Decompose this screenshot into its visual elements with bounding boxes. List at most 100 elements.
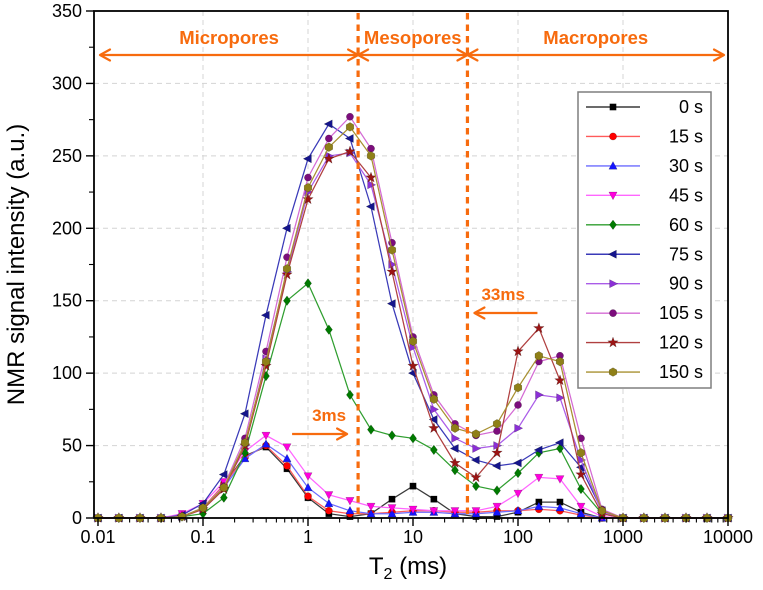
legend-label: 120 s <box>659 333 703 353</box>
hexagon-marker <box>324 142 333 152</box>
circle-marker <box>514 401 522 409</box>
triangle-down-marker <box>345 497 355 506</box>
triangle-left-marker <box>218 470 228 480</box>
star-marker <box>322 152 335 164</box>
triangle-left-marker <box>470 455 480 465</box>
hexagon-marker <box>534 351 543 361</box>
triangle-up-marker <box>513 505 523 515</box>
legend-item-105s: 105 s <box>586 303 703 323</box>
region-macropores: Macropores <box>466 27 726 62</box>
triangle-left-marker <box>512 458 522 468</box>
triangle-up-marker <box>345 505 355 515</box>
hexagon-marker <box>608 367 618 377</box>
star-marker <box>491 446 503 458</box>
axis-ticks <box>86 10 729 526</box>
diamond-marker <box>324 324 333 335</box>
triangle-right-marker <box>535 390 545 400</box>
hexagon-marker <box>429 394 438 404</box>
callout-text: 33ms <box>481 285 524 304</box>
triangle-down-marker <box>429 507 439 516</box>
diamond-marker <box>304 278 312 289</box>
hexagon-marker <box>219 482 228 493</box>
triangle-down-marker <box>282 443 292 452</box>
circle-marker <box>609 132 617 141</box>
legend-item-150s: 150 s <box>586 362 703 382</box>
diamond-marker <box>514 467 522 479</box>
y-tick-label: 150 <box>52 291 82 311</box>
hexagon-marker <box>345 122 355 132</box>
y-axis-title: NMR signal intensity (a.u.) <box>3 124 30 405</box>
star-marker <box>281 268 293 280</box>
legend-label: 60 s <box>669 215 703 235</box>
triangle-up-marker <box>261 439 271 448</box>
triangle-up-marker <box>492 507 502 516</box>
hexagon-marker <box>513 382 523 393</box>
x-tick-label: 0.1 <box>190 527 215 547</box>
legend-box <box>577 91 712 389</box>
circle-marker <box>304 492 312 501</box>
triangle-down-marker <box>366 502 376 512</box>
y-tick-label: 200 <box>52 218 82 238</box>
diamond-marker <box>609 219 617 231</box>
y-tick-label: 50 <box>62 436 82 456</box>
y-tick-label: 0 <box>72 508 82 528</box>
callout-arrowhead <box>335 427 349 441</box>
legend-item-45s: 45 s <box>586 185 703 205</box>
region-label: Macropores <box>543 27 648 48</box>
triangle-right-marker <box>556 393 566 403</box>
legend-item-120s: 120 s <box>586 333 703 353</box>
region-label: Micropores <box>179 27 279 48</box>
star-marker <box>407 359 419 371</box>
triangle-down-marker <box>450 507 460 516</box>
annotations: Micropores Mesopores Macropores 3ms 33ms <box>98 13 726 517</box>
circle-marker <box>304 173 312 182</box>
hexagon-marker <box>492 419 502 429</box>
x-axis-title: T2 (ms) <box>369 553 447 583</box>
star-marker <box>386 265 398 277</box>
star-marker <box>302 193 314 205</box>
circle-marker <box>609 309 617 317</box>
triangle-right-marker <box>430 404 440 414</box>
circle-marker <box>325 506 333 515</box>
circle-marker <box>325 134 333 143</box>
square-marker <box>609 103 617 111</box>
triangle-right-marker <box>514 423 524 433</box>
y-tick-label: 250 <box>52 146 82 166</box>
x-tick-label: 10000 <box>703 527 753 547</box>
hexagon-marker <box>387 245 397 255</box>
triangle-left-marker <box>491 461 501 471</box>
diamond-marker <box>388 430 396 441</box>
triangle-up-marker <box>324 498 334 508</box>
callout-text: 3ms <box>312 406 346 425</box>
triangle-right-marker <box>472 443 482 453</box>
region-arrowhead-right <box>346 48 360 62</box>
triangle-down-marker <box>408 505 418 515</box>
hexagon-marker <box>555 356 565 367</box>
triangle-left-marker <box>386 299 396 309</box>
square-marker <box>388 495 396 503</box>
triangle-down-marker <box>608 191 618 201</box>
triangle-left-marker <box>344 133 354 143</box>
diamond-marker <box>367 424 375 435</box>
region-arrowhead-left <box>98 48 112 62</box>
legend-label: 90 s <box>669 274 703 294</box>
triangle-down-marker <box>324 491 334 500</box>
x-tick-label: 100 <box>503 527 533 547</box>
legend-label: 105 s <box>659 303 703 323</box>
star-marker <box>607 336 619 348</box>
triangle-up-marker <box>366 508 376 518</box>
circle-marker <box>367 144 375 153</box>
triangle-down-marker <box>555 475 565 484</box>
callout-33ms: 33ms <box>473 285 538 320</box>
legend-label: 150 s <box>659 362 703 382</box>
diamond-marker <box>283 295 291 306</box>
legend-label: 30 s <box>669 156 703 176</box>
diamond-marker <box>556 443 564 454</box>
hexagon-marker <box>408 336 418 346</box>
triangle-right-marker <box>609 279 619 289</box>
triangle-left-marker <box>281 223 291 233</box>
triangle-up-marker <box>576 508 586 518</box>
hexagon-marker <box>471 429 481 439</box>
star-marker <box>575 468 587 480</box>
